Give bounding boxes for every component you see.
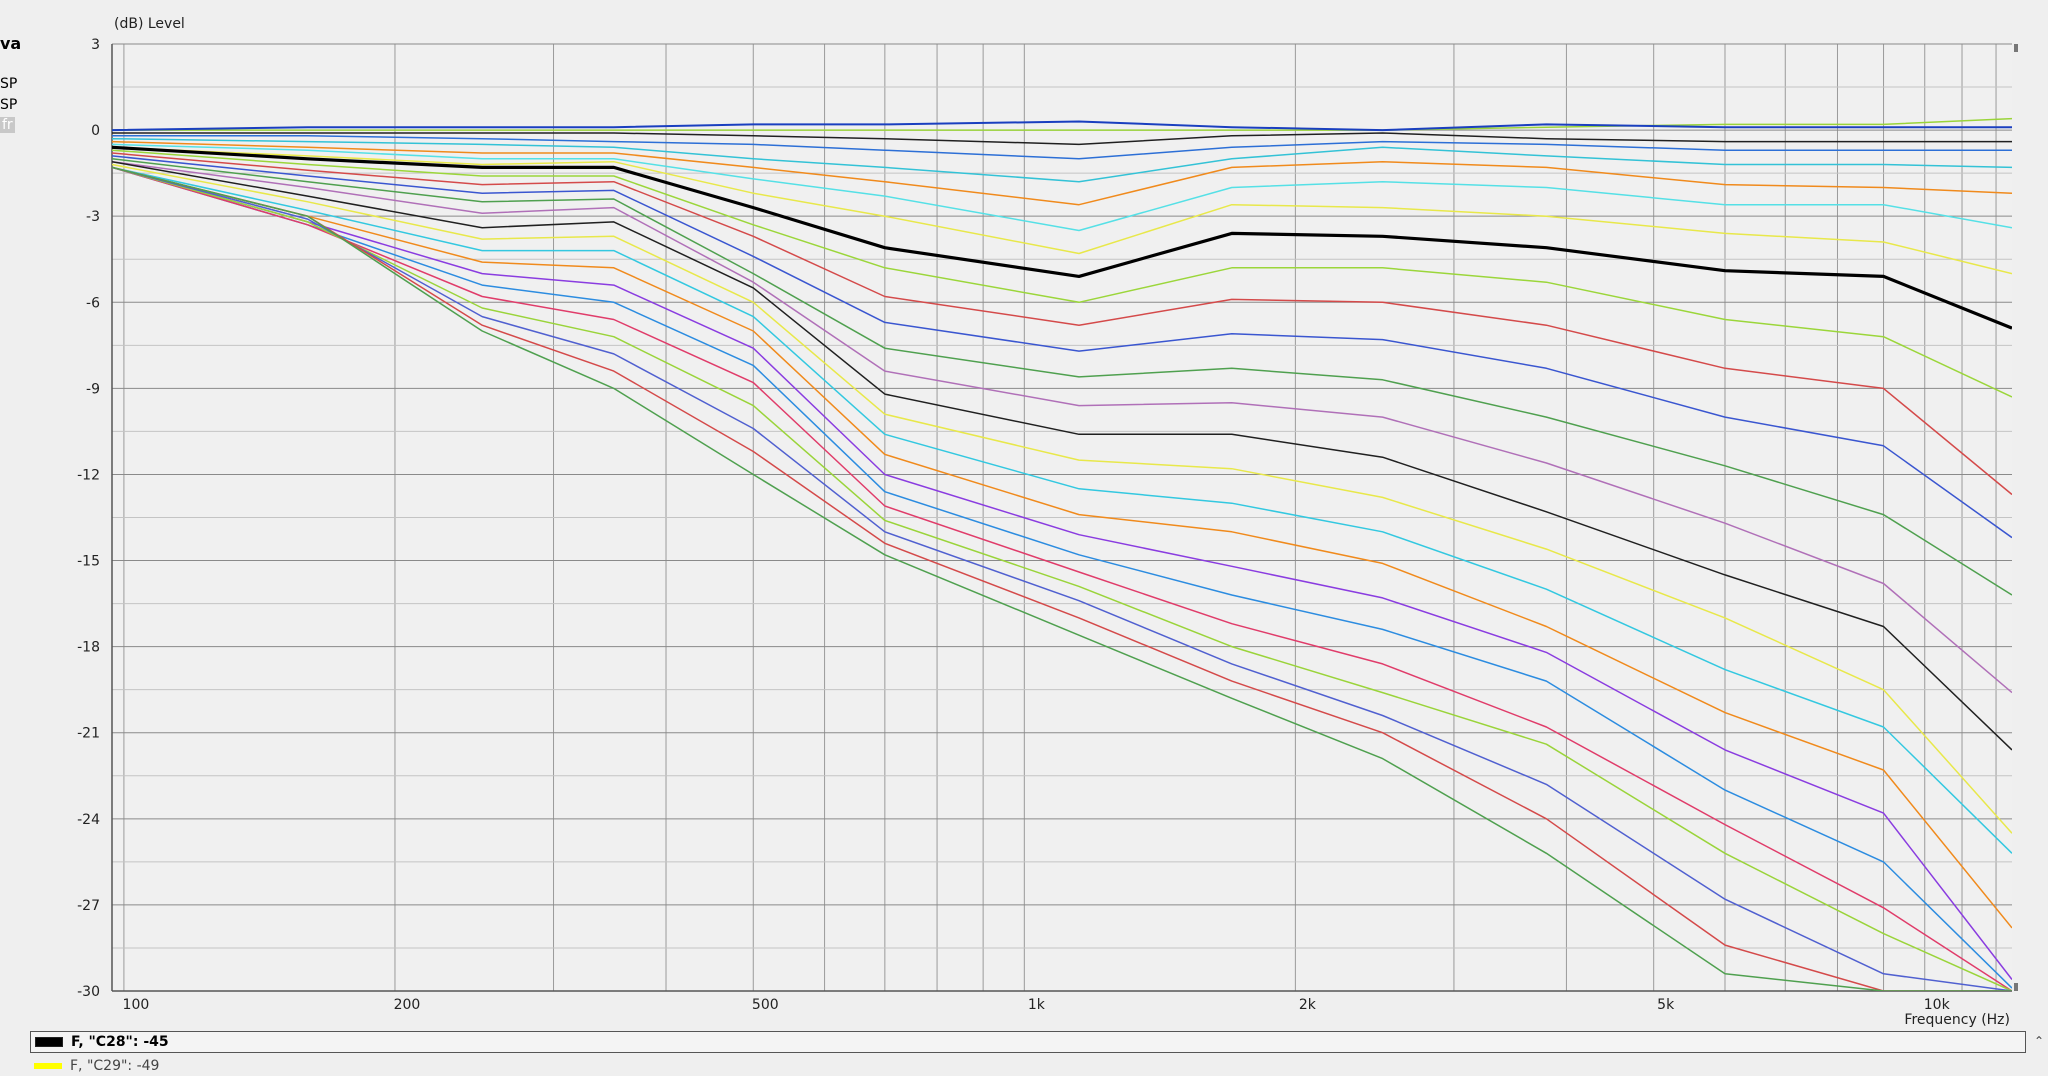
series-line xyxy=(112,132,2012,146)
legend-swatch xyxy=(35,1037,63,1047)
series-line xyxy=(112,143,2012,232)
series-line xyxy=(112,120,2012,132)
series-line xyxy=(112,149,2012,398)
y-tick-label: -21 xyxy=(77,726,100,742)
legend-label: F, "C28": -45 xyxy=(71,1034,169,1050)
y-tick-label: -30 xyxy=(77,984,100,1000)
sidebar-title: va xyxy=(0,34,22,53)
series-line xyxy=(112,160,2012,694)
series-line xyxy=(112,140,2012,206)
series-line xyxy=(112,166,2012,991)
y-tick-label: 0 xyxy=(91,123,100,139)
series-line xyxy=(112,166,2012,854)
x-tick-label: 5k xyxy=(1657,997,1675,1013)
x-tick-label: 500 xyxy=(752,997,779,1013)
legend-item[interactable]: F, "C29": -49 xyxy=(30,1056,159,1076)
y-tick-label: -24 xyxy=(77,812,100,828)
series-line xyxy=(112,166,2012,989)
sidebar-item-2[interactable]: SP xyxy=(0,97,18,113)
series-line xyxy=(112,160,2012,751)
y-tick-label: -12 xyxy=(77,467,100,483)
right-handle-bottom xyxy=(2014,983,2018,991)
y-tick-label: 3 xyxy=(91,37,100,53)
x-tick-label: 10k xyxy=(1924,997,1951,1013)
x-tick-label: 2k xyxy=(1299,997,1317,1013)
series-line xyxy=(112,166,2012,991)
scroll-up-icon[interactable]: ⌃ xyxy=(2033,1034,2044,1048)
legend-swatch xyxy=(34,1063,62,1069)
y-tick-label: -18 xyxy=(77,640,100,656)
series-line xyxy=(112,163,2012,834)
series-line xyxy=(112,166,2012,991)
x-axis-label: Frequency (Hz) xyxy=(1904,1012,2010,1028)
legend-list[interactable]: F, "C28": -45 xyxy=(30,1031,2026,1053)
sidebar-item-3[interactable]: fr xyxy=(0,117,15,133)
y-tick-label: -6 xyxy=(86,295,100,311)
y-tick-label: -15 xyxy=(77,554,100,570)
series-line xyxy=(112,135,2012,160)
series-line xyxy=(112,158,2012,596)
series-line xyxy=(112,166,2012,980)
series-line xyxy=(112,152,2012,496)
series-line xyxy=(112,145,2012,330)
series-line xyxy=(112,117,2012,131)
x-tick-label: 100 xyxy=(123,997,150,1013)
x-tick-label: 200 xyxy=(394,997,421,1013)
legend-label: F, "C29": -49 xyxy=(70,1058,160,1074)
y-tick-label: -3 xyxy=(86,209,100,225)
series-line xyxy=(112,166,2012,991)
series-line xyxy=(112,155,2012,539)
series-line xyxy=(112,166,2012,991)
y-tick-label: -27 xyxy=(77,898,100,914)
legend-item-selected[interactable]: F, "C28": -45 xyxy=(31,1032,169,1052)
y-tick-label: -9 xyxy=(86,381,100,397)
series-line xyxy=(112,137,2012,183)
series-line xyxy=(112,166,2012,929)
x-tick-label: 1k xyxy=(1028,997,1046,1013)
right-handle-top xyxy=(2014,44,2018,52)
sidebar-item-1[interactable]: SP xyxy=(0,76,18,92)
y-axis-label: (dB) Level xyxy=(114,16,185,32)
series-line xyxy=(112,146,2012,275)
